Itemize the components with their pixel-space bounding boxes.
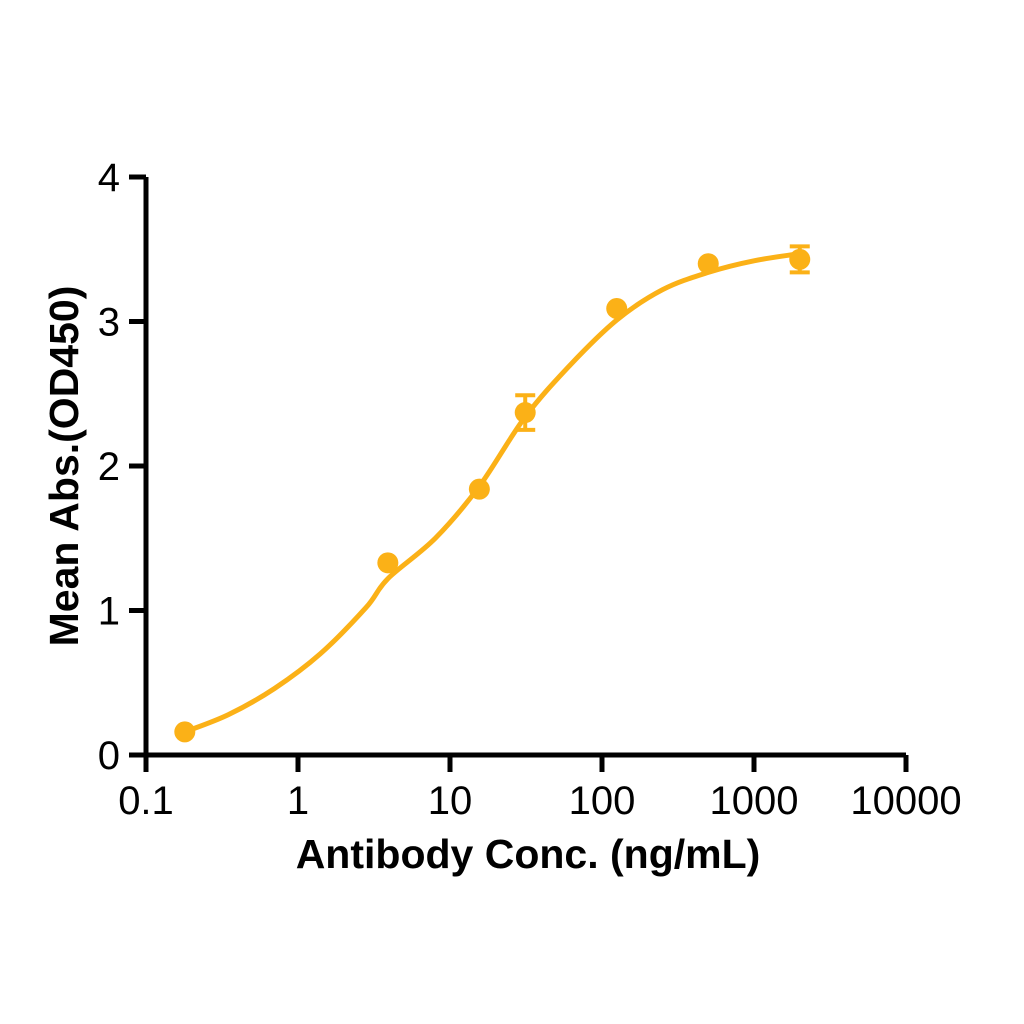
x-tick-label: 100 [569, 779, 636, 823]
x-axis-title: Antibody Conc. (ng/mL) [296, 831, 761, 877]
series-layer [174, 244, 811, 743]
y-tick-label: 2 [98, 445, 120, 489]
x-tick-label: 0.1 [118, 779, 174, 823]
x-tick-label: 10000 [850, 779, 961, 823]
fit-curve-line [182, 251, 803, 735]
data-point-marker [606, 297, 628, 319]
x-tick-label: 1 [287, 779, 309, 823]
data-point-marker [514, 402, 536, 424]
y-tick-label: 4 [98, 156, 120, 200]
y-axis-title: Mean Abs.(OD450) [41, 286, 87, 647]
x-tick-label: 10 [428, 779, 473, 823]
y-tick-label: 3 [98, 301, 120, 345]
axes-layer: 0 1 2 3 4 0.1 1 10 100 1000 10000 [98, 156, 962, 823]
data-point-marker [789, 248, 811, 270]
data-point-marker [174, 721, 196, 743]
y-tick-label: 0 [98, 734, 120, 778]
y-tick-label: 1 [98, 590, 120, 634]
data-point-marker [377, 552, 399, 574]
x-tick-label: 1000 [710, 779, 799, 823]
data-point-marker [697, 253, 719, 275]
data-point-marker [468, 478, 490, 500]
